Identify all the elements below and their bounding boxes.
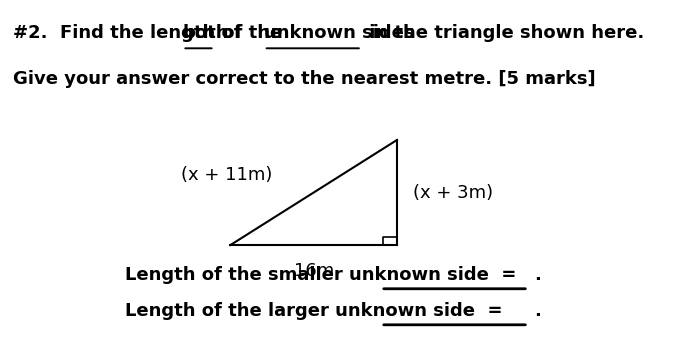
Text: Length of the larger unknown side  =: Length of the larger unknown side = (125, 302, 502, 320)
Text: Give your answer correct to the nearest metre. [5 marks]: Give your answer correct to the nearest … (13, 70, 596, 88)
Text: in the triangle shown here.: in the triangle shown here. (363, 25, 644, 42)
Text: .: . (534, 302, 541, 320)
Text: (x + 3m): (x + 3m) (413, 183, 493, 202)
Text: unknown sides: unknown sides (264, 25, 414, 42)
Text: (x + 11m): (x + 11m) (181, 166, 272, 184)
Text: #2.  Find the length of: #2. Find the length of (13, 25, 247, 42)
Text: 16m: 16m (293, 262, 334, 280)
Text: of the: of the (215, 25, 288, 42)
Text: both: both (183, 25, 229, 42)
Text: .: . (534, 266, 541, 284)
Text: Length of the smaller unknown side  =: Length of the smaller unknown side = (125, 266, 516, 284)
